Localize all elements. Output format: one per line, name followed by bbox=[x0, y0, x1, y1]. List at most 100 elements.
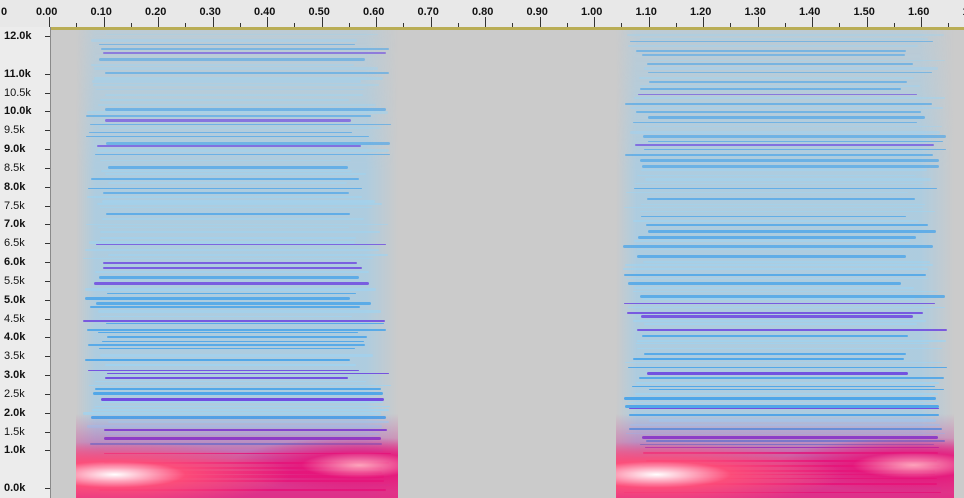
frequency-tick bbox=[45, 224, 50, 226]
time-tick-label: 1.60 bbox=[908, 6, 930, 18]
frequency-label: 10.5k bbox=[4, 86, 31, 99]
time-tick bbox=[594, 17, 595, 27]
frequency-tick bbox=[45, 186, 50, 188]
time-tick bbox=[376, 17, 377, 27]
time-minor-tick bbox=[212, 23, 214, 27]
time-tick-label: 0.90 bbox=[526, 6, 548, 18]
time-tick-label: 0.60 bbox=[363, 6, 385, 18]
time-tick bbox=[485, 17, 486, 27]
time-minor-tick bbox=[485, 23, 486, 27]
speech-segment[interactable] bbox=[615, 30, 954, 498]
time-tick bbox=[648, 17, 650, 27]
frequency-tick bbox=[45, 299, 50, 301]
time-tick bbox=[921, 17, 922, 27]
spectrogram-view[interactable] bbox=[51, 30, 964, 498]
time-tick-label: 1.30 bbox=[744, 6, 766, 18]
time-minor-tick bbox=[376, 23, 377, 27]
time-minor-tick bbox=[921, 23, 922, 27]
time-minor-tick bbox=[49, 23, 50, 27]
time-tick-label: 1.40 bbox=[799, 6, 821, 18]
time-tick bbox=[757, 17, 759, 27]
time-minor-tick bbox=[948, 23, 950, 27]
time-minor-tick bbox=[239, 23, 241, 27]
speech-segment[interactable] bbox=[76, 30, 398, 498]
low-frequency-energy bbox=[615, 30, 954, 498]
time-minor-tick bbox=[675, 23, 677, 27]
frequency-label: 9.5k bbox=[4, 124, 25, 137]
time-tick-label: 0.10 bbox=[90, 6, 112, 18]
frequency-label: 6.0k bbox=[4, 256, 26, 268]
frequency-label: 1.0k bbox=[4, 444, 26, 457]
time-minor-tick bbox=[839, 23, 841, 27]
time-tick bbox=[812, 17, 813, 27]
time-minor-tick bbox=[457, 23, 459, 27]
frequency-tick bbox=[45, 73, 50, 75]
frequency-tick bbox=[45, 337, 50, 339]
frequency-tick bbox=[45, 356, 50, 358]
time-tick bbox=[866, 17, 868, 27]
frequency-tick bbox=[45, 318, 50, 320]
frequency-label: 2.0k bbox=[4, 406, 26, 419]
time-tick bbox=[430, 17, 432, 27]
frequency-label: 1.5k bbox=[4, 425, 25, 438]
time-tick bbox=[539, 17, 541, 27]
frequency-label: 8.0k bbox=[4, 180, 26, 193]
time-minor-tick bbox=[348, 23, 350, 27]
time-minor-tick bbox=[757, 23, 759, 27]
frequency-label: 8.5k bbox=[4, 161, 25, 174]
frequency-tick bbox=[45, 393, 50, 395]
time-tick-label: 1 bbox=[963, 6, 964, 18]
frequency-tick bbox=[45, 205, 50, 207]
time-tick bbox=[703, 17, 704, 27]
time-minor-tick bbox=[185, 23, 187, 27]
frequency-label: 9.0k bbox=[4, 143, 26, 155]
time-tick-label: 0.40 bbox=[254, 6, 276, 18]
time-tick-label: 0.70 bbox=[417, 6, 439, 18]
frequency-tick bbox=[45, 92, 50, 94]
time-minor-tick bbox=[512, 23, 514, 27]
frequency-tick bbox=[45, 375, 50, 376]
frequency-label: 11.0k bbox=[4, 67, 31, 80]
frequency-label: 10.0k bbox=[4, 105, 32, 118]
time-ruler[interactable]: 0 0.00 0.10 0.20 0.30 0.40 0.50 0.60 0.70 0.80 0.9… bbox=[0, 0, 964, 28]
time-minor-tick bbox=[866, 23, 868, 27]
frequency-label: 6.5k bbox=[4, 237, 25, 250]
frequency-tick bbox=[45, 167, 50, 169]
time-minor-tick bbox=[294, 23, 296, 27]
frequency-label: 2.5k bbox=[4, 387, 25, 400]
frequency-label: 7.0k bbox=[4, 218, 26, 231]
frequency-label: 4.0k bbox=[4, 331, 26, 344]
time-minor-tick bbox=[403, 23, 405, 27]
frequency-ruler: 12.0k 11.0k 10.5k 10.0k 9.5k 9.0k 8.5k 8.0k 7.5k… bbox=[0, 27, 51, 498]
time-minor-tick bbox=[566, 23, 568, 27]
frequency-tick bbox=[45, 243, 50, 245]
time-tick-label: 0.80 bbox=[472, 6, 494, 18]
play-region-bar[interactable] bbox=[47, 27, 964, 30]
frequency-tick bbox=[45, 280, 50, 282]
time-minor-tick bbox=[648, 23, 650, 27]
time-tick bbox=[158, 17, 159, 27]
time-minor-tick bbox=[703, 23, 704, 27]
time-tick bbox=[321, 17, 323, 27]
frequency-label: 0.0k bbox=[4, 482, 26, 494]
time-minor-tick bbox=[76, 23, 78, 27]
time-minor-tick bbox=[130, 23, 132, 27]
time-tick-label: 0.50 bbox=[308, 6, 330, 18]
frequency-tick bbox=[45, 450, 50, 452]
time-minor-tick bbox=[321, 23, 323, 27]
frequency-label: 4.5k bbox=[4, 312, 25, 325]
time-tick-label: 0.00 bbox=[36, 6, 58, 18]
time-tick bbox=[212, 17, 214, 27]
time-tick-label: 1.10 bbox=[635, 6, 657, 18]
frequency-tick bbox=[45, 36, 50, 37]
time-minor-tick bbox=[893, 23, 895, 27]
frequency-tick bbox=[45, 111, 50, 113]
frequency-label: 3.0k bbox=[4, 369, 26, 381]
low-frequency-energy bbox=[76, 30, 398, 498]
frequency-label: 12.0k bbox=[4, 30, 32, 42]
time-minor-tick bbox=[267, 23, 268, 27]
time-tick-label: 0.20 bbox=[145, 6, 167, 18]
time-tick-label: 1.20 bbox=[690, 6, 712, 18]
frequency-tick bbox=[45, 488, 50, 489]
time-tick-label: 0.30 bbox=[199, 6, 221, 18]
